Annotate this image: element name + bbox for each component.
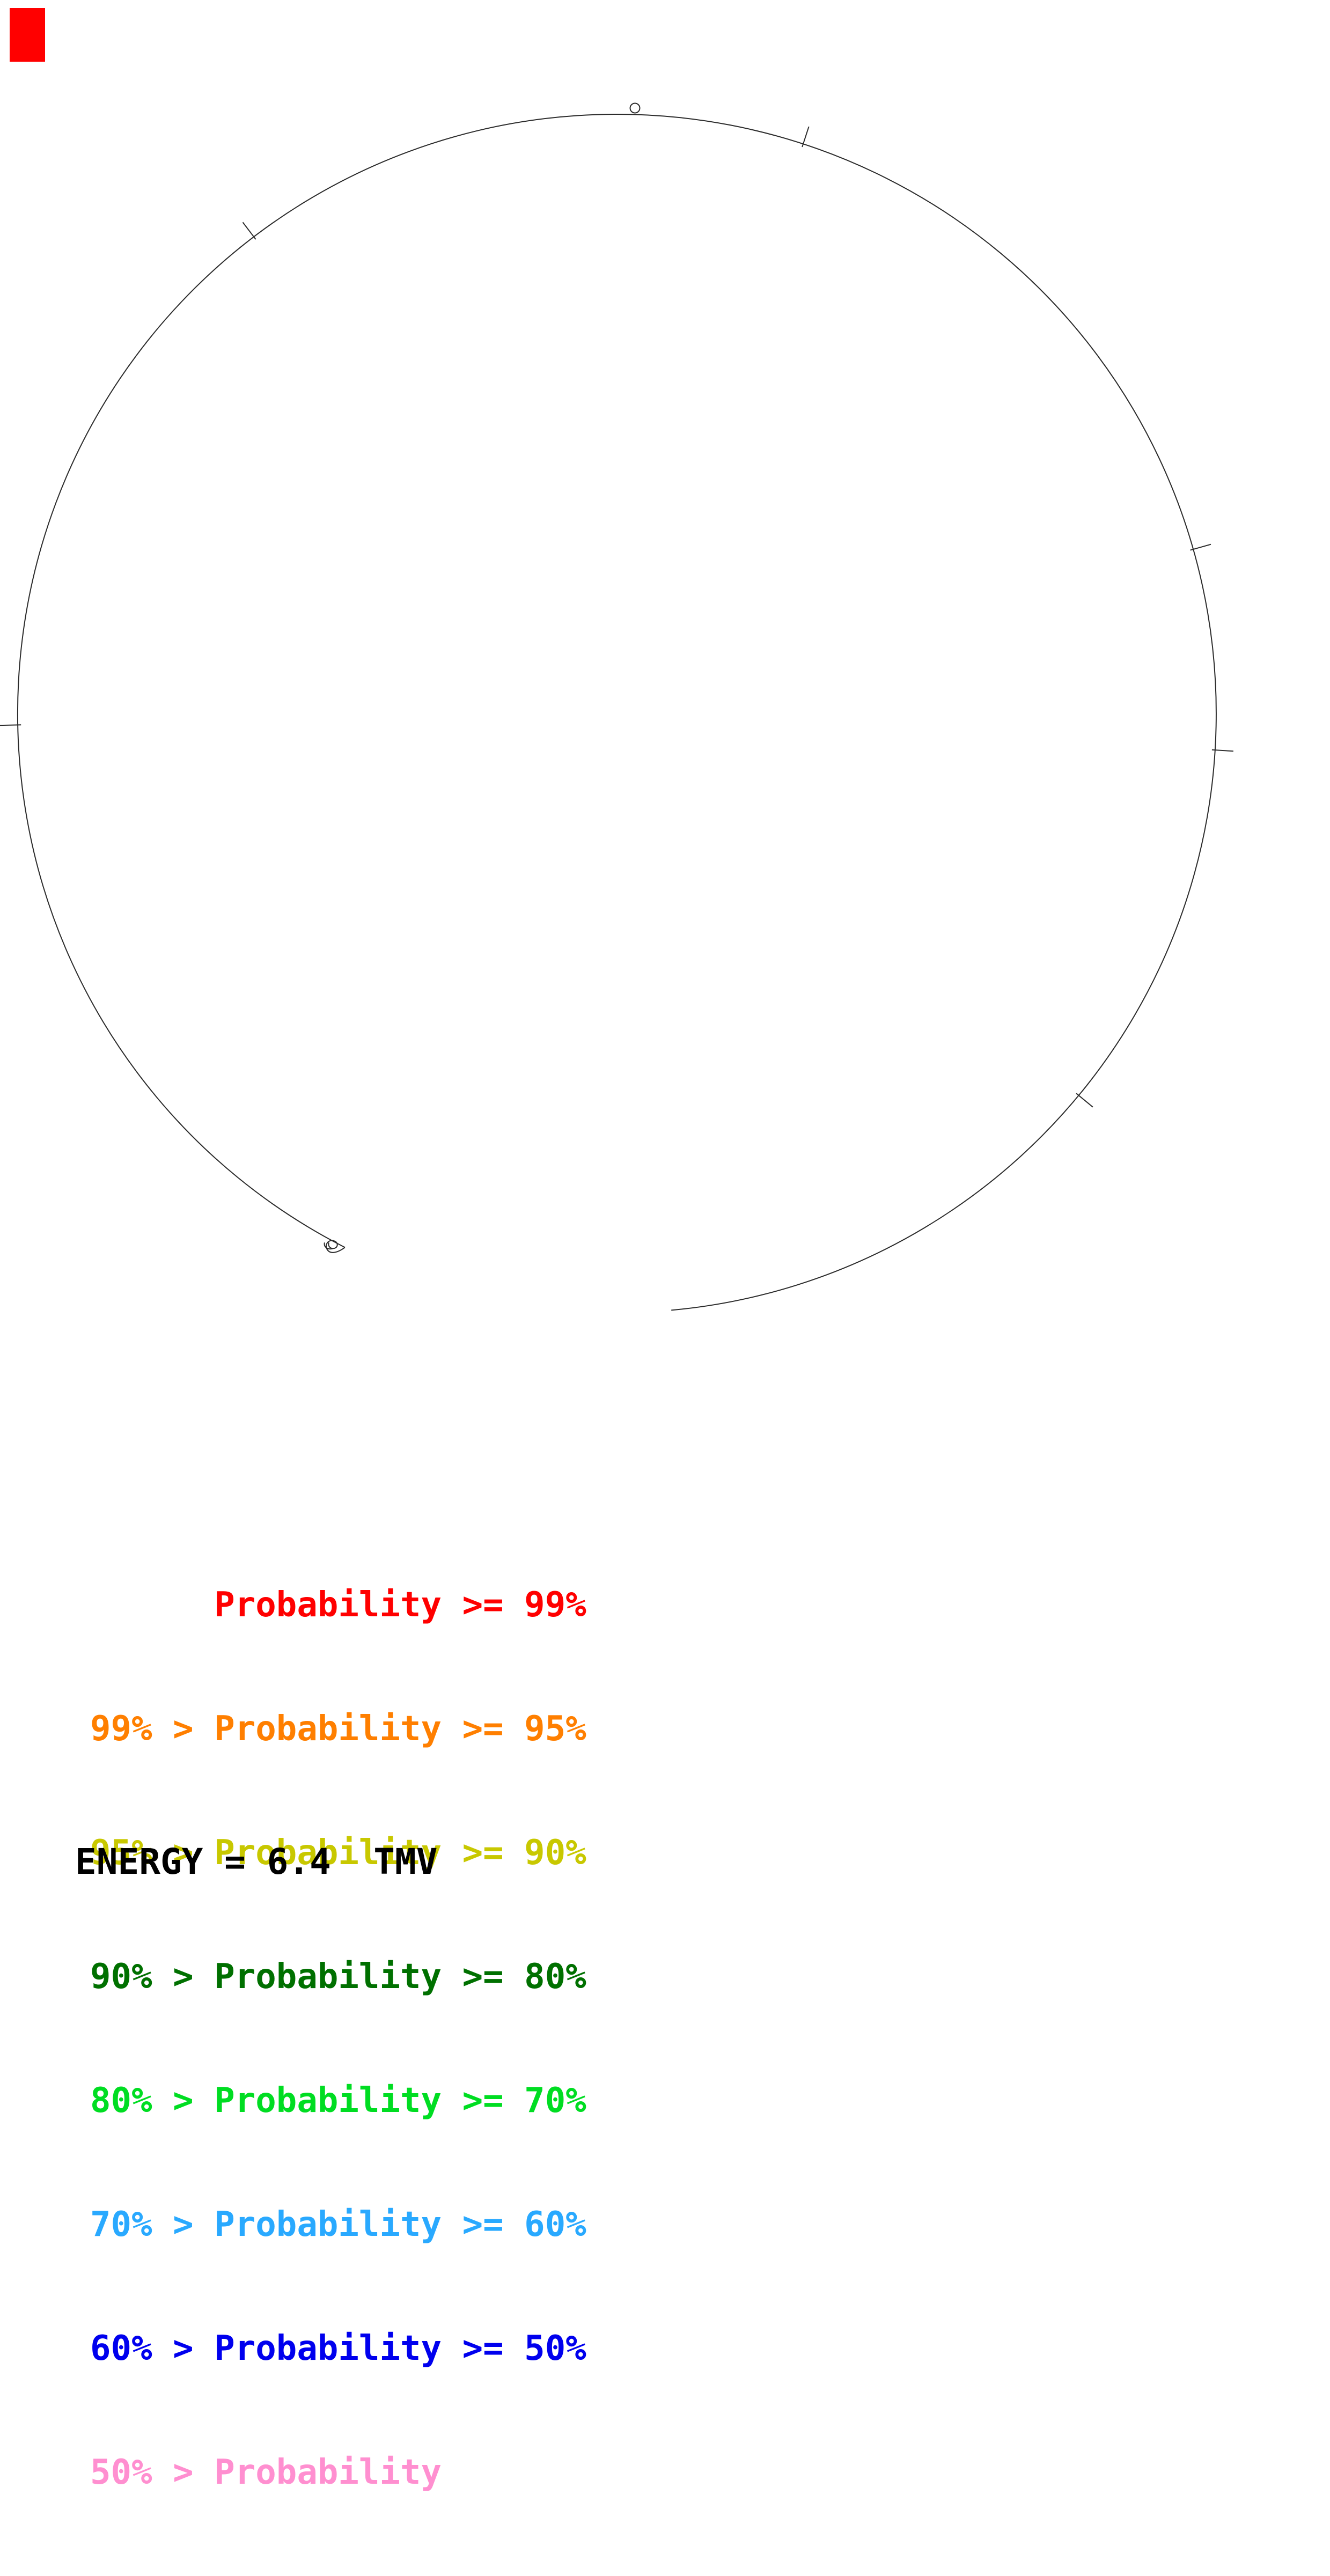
detector-circle-arc: [17, 114, 1217, 1311]
arc-end-squiggle-icon: [324, 1240, 346, 1253]
probability-legend: Probability >= 99% 99% > Probability >= …: [90, 1502, 586, 2576]
legend-row-99: Probability >= 99%: [90, 1585, 586, 1625]
legend-row-lt-50: 50% > Probability: [90, 2453, 442, 2492]
ring-tick-mark: [1076, 1093, 1093, 1108]
top-marker-icon: [629, 102, 641, 114]
ring-tick-mark: [1190, 543, 1211, 551]
legend-row-70-80: 80% > Probability >= 70%: [90, 2081, 586, 2121]
energy-label: ENERGY = 6.4 TMV: [75, 1841, 438, 1882]
legend-row-60-70: 70% > Probability >= 60%: [90, 2205, 586, 2244]
event-display-canvas: Probability >= 99% 99% > Probability >= …: [0, 8, 1233, 2492]
ring-tick-mark: [242, 222, 256, 240]
legend-row-80-90: 90% > Probability >= 80%: [90, 1957, 586, 1997]
ring-tick-mark: [1211, 749, 1233, 752]
legend-row-50-60: 60% > Probability >= 50%: [90, 2329, 586, 2368]
legend-row-90-95: 95% > Probability >= 90%: [90, 1833, 586, 1873]
color-swatch-red: [10, 8, 45, 62]
detector-circle-svg: [0, 102, 1233, 1311]
ring-tick-mark: [802, 126, 810, 148]
event-display-page: { "display": { "circle": { "cx": 1150, "…: [0, 8, 1233, 2492]
legend-row-95-99: 99% > Probability >= 95%: [90, 1709, 586, 1749]
